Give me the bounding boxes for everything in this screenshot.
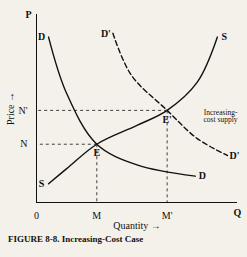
svg-text:Q: Q xyxy=(234,207,242,218)
svg-text:0: 0 xyxy=(34,210,39,221)
svg-text:Price →: Price → xyxy=(5,92,16,125)
svg-text:M': M' xyxy=(162,210,173,221)
svg-text:E': E' xyxy=(162,114,172,125)
html-text:FIGURE 8-8. Increasing-Cost Ca: FIGURE 8-8. Increasing-Cost Case xyxy=(8,234,144,244)
svg-text:Increasing-cost supply: Increasing-cost supply xyxy=(204,108,238,125)
svg-text:E: E xyxy=(93,147,100,158)
svg-text:P: P xyxy=(25,9,31,20)
svg-text:N: N xyxy=(20,138,27,149)
svg-text:S: S xyxy=(39,178,45,189)
svg-text:D: D xyxy=(199,170,206,181)
svg-text:M: M xyxy=(92,210,101,221)
svg-text:D': D' xyxy=(101,28,111,39)
svg-text:N': N' xyxy=(18,105,27,116)
svg-text:D': D' xyxy=(229,150,239,161)
svg-text:D: D xyxy=(38,31,45,42)
svg-text:S: S xyxy=(222,31,228,42)
svg-text:Quantity →: Quantity → xyxy=(113,220,161,231)
